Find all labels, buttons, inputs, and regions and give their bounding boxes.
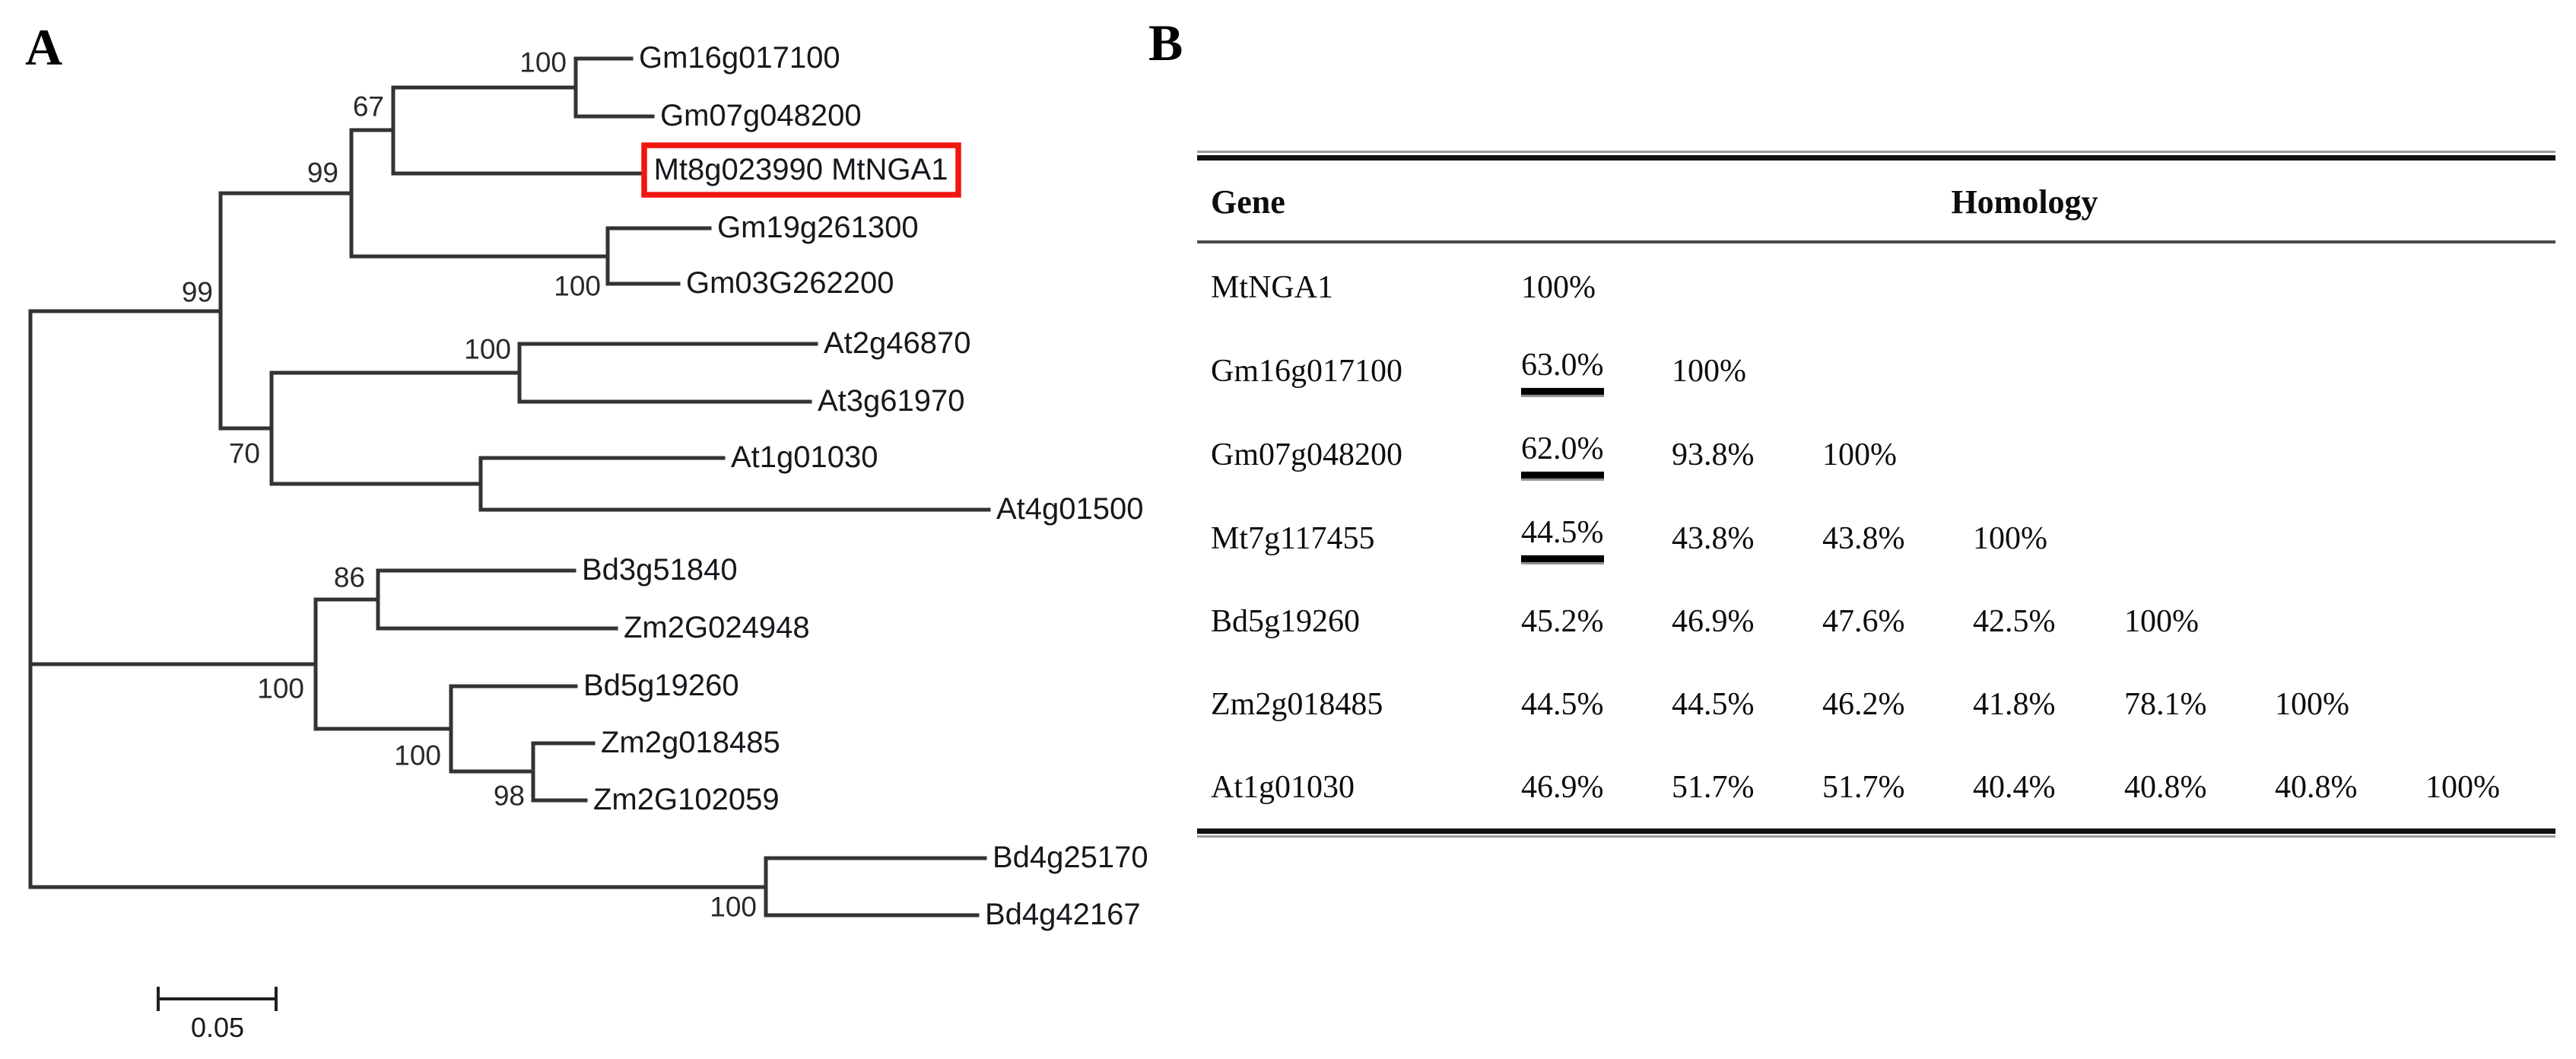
taxon-label: At3g61970: [818, 384, 965, 418]
table-rule-bottom: [1197, 828, 2555, 834]
homology-value-cell: 100%: [2124, 603, 2199, 639]
homology-value-cell: 62.0%: [1521, 431, 1604, 479]
gene-name-cell: At1g01030: [1211, 769, 1355, 805]
bootstrap-value: 86: [333, 561, 365, 593]
taxon-label: Zm2g018485: [601, 726, 780, 760]
gene-name-cell: Zm2g018485: [1211, 686, 1383, 722]
gene-name-cell: Gm07g048200: [1211, 437, 1402, 472]
homology-value-cell: 100%: [1973, 520, 2047, 556]
gene-name-cell: Gm16g017100: [1211, 353, 1402, 389]
homology-value-cell: 44.5%: [1672, 686, 1755, 722]
highlight-box: [641, 142, 961, 198]
homology-value-cell: 46.9%: [1521, 769, 1604, 805]
homology-value-cell: 46.2%: [1822, 686, 1905, 722]
bootstrap-value: 70: [228, 437, 260, 469]
homology-value-cell: 63.0%: [1521, 348, 1604, 396]
gene-name-cell: MtNGA1: [1211, 269, 1334, 305]
bootstrap-value: 99: [181, 276, 213, 308]
taxon-label: Gm16g017100: [639, 41, 840, 75]
taxon-label: Bd4g42167: [985, 898, 1141, 932]
homology-value-cell: 78.1%: [2124, 686, 2207, 722]
table-header-homology: Homology: [1951, 183, 2098, 221]
homology-value-cell: 100%: [1521, 269, 1596, 305]
bootstrap-value: 98: [493, 780, 525, 812]
taxon-label: Gm07g048200: [660, 99, 862, 133]
bootstrap-value: 100: [394, 739, 441, 771]
homology-value-cell: 51.7%: [1822, 769, 1905, 805]
table-rule-bottom-shadow: [1197, 835, 2555, 838]
taxon-label: Gm03G262200: [686, 266, 894, 301]
homology-value-cell: 51.7%: [1672, 769, 1755, 805]
scale-bar-label: 0.05: [190, 1012, 245, 1043]
homology-value-cell: 100%: [1822, 437, 1897, 472]
taxon-label: Zm2G024948: [624, 611, 810, 645]
homology-value-cell: 44.5%: [1521, 686, 1604, 722]
taxon-label: Bd3g51840: [582, 553, 738, 587]
bootstrap-value: 67: [352, 91, 384, 122]
bootstrap-value: 100: [554, 270, 601, 302]
bootstrap-value: 100: [519, 46, 567, 78]
bootstrap-value: 100: [257, 673, 304, 704]
homology-value-cell: 47.6%: [1822, 603, 1905, 639]
homology-value-cell: 40.8%: [2275, 769, 2358, 805]
bootstrap-value: 99: [307, 157, 338, 189]
taxon-label: Gm19g261300: [717, 211, 919, 245]
taxon-label: At4g01500: [996, 492, 1144, 526]
taxon-label: Zm2G102059: [593, 783, 780, 817]
table-header-gene: Gene: [1211, 183, 1285, 221]
taxon-label: At2g46870: [824, 326, 971, 361]
homology-value-cell: 100%: [2275, 686, 2349, 722]
homology-value-cell: 100%: [1672, 353, 1746, 389]
taxon-label: At1g01030: [731, 440, 878, 475]
homology-value-cell: 43.8%: [1672, 520, 1755, 556]
taxon-label: Mt8g023990 MtNGA1: [653, 153, 948, 187]
table-rule-top: [1197, 155, 2555, 161]
homology-value-cell: 40.4%: [1973, 769, 2056, 805]
homology-value-cell: 42.5%: [1973, 603, 2056, 639]
panel-b-label: B: [1148, 14, 1183, 72]
taxon-label: Bd4g25170: [993, 841, 1148, 875]
homology-value-cell: 93.8%: [1672, 437, 1755, 472]
homology-value-cell: 41.8%: [1973, 686, 2056, 722]
table-rule-top-shadow: [1197, 151, 2555, 153]
panel-a-label: A: [25, 18, 63, 76]
taxon-label: Bd5g19260: [583, 669, 739, 703]
homology-value-cell: 44.5%: [1521, 515, 1604, 563]
bootstrap-value: 100: [464, 333, 511, 365]
table-rule-header: [1197, 240, 2555, 243]
homology-value-cell: 40.8%: [2124, 769, 2207, 805]
homology-value-cell: 45.2%: [1521, 603, 1604, 639]
gene-name-cell: Bd5g19260: [1211, 603, 1361, 639]
gene-name-cell: Mt7g117455: [1211, 520, 1375, 556]
homology-value-cell: 46.9%: [1672, 603, 1755, 639]
bootstrap-value: 100: [710, 891, 757, 923]
homology-value-cell: 43.8%: [1822, 520, 1905, 556]
homology-value-cell: 100%: [2425, 769, 2500, 805]
